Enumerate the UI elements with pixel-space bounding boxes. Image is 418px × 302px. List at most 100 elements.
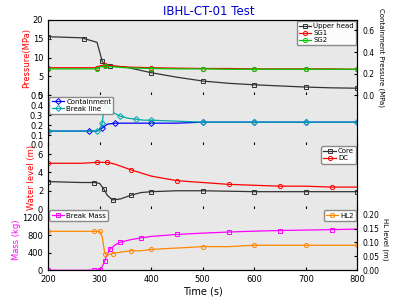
Y-axis label: Water level (m): Water level (m)	[28, 145, 36, 210]
Core	[97, 182, 102, 185]
Core	[101, 187, 106, 191]
Break line	[118, 114, 123, 118]
Upper head	[79, 36, 84, 40]
Containment	[112, 121, 117, 125]
Line: Upper head: Upper head	[46, 35, 359, 90]
Break line	[133, 117, 138, 121]
SG2	[355, 67, 360, 71]
HL2	[252, 243, 257, 247]
Core	[128, 194, 133, 197]
Core	[92, 181, 97, 184]
Upper head	[149, 71, 154, 75]
Upper head	[82, 37, 87, 40]
SG2	[149, 67, 154, 70]
DC	[100, 161, 105, 164]
Text: IBHL-CT-01 Test: IBHL-CT-01 Test	[163, 5, 255, 18]
SG1	[355, 67, 360, 71]
SG1	[46, 66, 51, 69]
Break Mass	[303, 228, 308, 232]
HL2	[79, 230, 84, 233]
Break Mass	[76, 268, 82, 272]
DC	[355, 185, 360, 189]
Legend: Break Mass: Break Mass	[49, 210, 108, 221]
Break line	[125, 116, 130, 120]
Upper head	[94, 40, 99, 44]
Break Mass	[252, 229, 257, 233]
Y-axis label: Mass (kg): Mass (kg)	[12, 220, 21, 260]
Upper head	[355, 86, 360, 90]
HL2	[128, 249, 133, 253]
Core	[303, 190, 308, 194]
Break Mass	[107, 248, 112, 251]
DC	[46, 162, 51, 165]
SG1	[102, 63, 107, 67]
SG1	[94, 66, 99, 69]
Containment	[278, 120, 283, 124]
Break Mass	[118, 240, 123, 244]
Line: Break line: Break line	[46, 100, 359, 133]
SG2	[329, 67, 334, 71]
SG2	[174, 67, 179, 71]
Break line	[141, 118, 146, 122]
Break Mass	[138, 236, 143, 240]
Core	[118, 197, 123, 201]
Upper head	[100, 59, 105, 63]
Break Mass	[355, 227, 360, 231]
Break line	[355, 120, 360, 124]
Core	[329, 190, 334, 194]
HL2	[149, 248, 154, 251]
Legend: HL2: HL2	[324, 210, 356, 221]
HL2	[110, 252, 115, 255]
Core	[79, 181, 84, 184]
Containment	[149, 121, 154, 125]
Containment	[329, 120, 334, 124]
Upper head	[226, 82, 231, 85]
DC	[252, 183, 257, 187]
Containment	[200, 120, 205, 124]
Break line	[252, 120, 257, 124]
SG1	[123, 65, 128, 69]
SG1	[226, 67, 231, 70]
Upper head	[46, 35, 51, 38]
HL2	[102, 252, 107, 255]
Line: Containment: Containment	[46, 120, 359, 133]
Y-axis label: HL level (m): HL level (m)	[382, 218, 389, 261]
Break line	[76, 129, 82, 133]
Upper head	[303, 85, 308, 89]
Break line	[303, 120, 308, 124]
Containment	[76, 129, 82, 133]
HL2	[226, 245, 231, 249]
Legend: Containment, Break line: Containment, Break line	[49, 97, 113, 114]
SG2	[94, 67, 99, 71]
Break Mass	[112, 243, 117, 247]
Break line	[105, 105, 110, 109]
Line: HL2: HL2	[46, 229, 359, 257]
Break line	[278, 120, 283, 124]
Upper head	[252, 83, 257, 87]
Core	[252, 190, 257, 194]
Break line	[46, 129, 51, 133]
HL2	[303, 243, 308, 247]
DC	[105, 161, 110, 164]
SG1	[278, 67, 283, 71]
DC	[329, 185, 334, 189]
Containment	[303, 120, 308, 124]
HL2	[138, 249, 143, 253]
Containment	[174, 121, 179, 125]
DC	[303, 184, 308, 188]
SG2	[97, 65, 102, 69]
Containment	[46, 129, 51, 133]
DC	[200, 181, 205, 184]
Core	[46, 180, 51, 183]
SG2	[102, 64, 107, 68]
Break Mass	[226, 230, 231, 234]
Break line	[97, 128, 102, 132]
Break line	[226, 120, 231, 124]
Line: SG1: SG1	[46, 63, 359, 71]
Break Mass	[100, 265, 105, 268]
SG2	[278, 67, 283, 71]
SG1	[303, 67, 308, 71]
Upper head	[174, 76, 179, 79]
Line: Core: Core	[46, 179, 359, 202]
Break Mass	[97, 268, 102, 272]
